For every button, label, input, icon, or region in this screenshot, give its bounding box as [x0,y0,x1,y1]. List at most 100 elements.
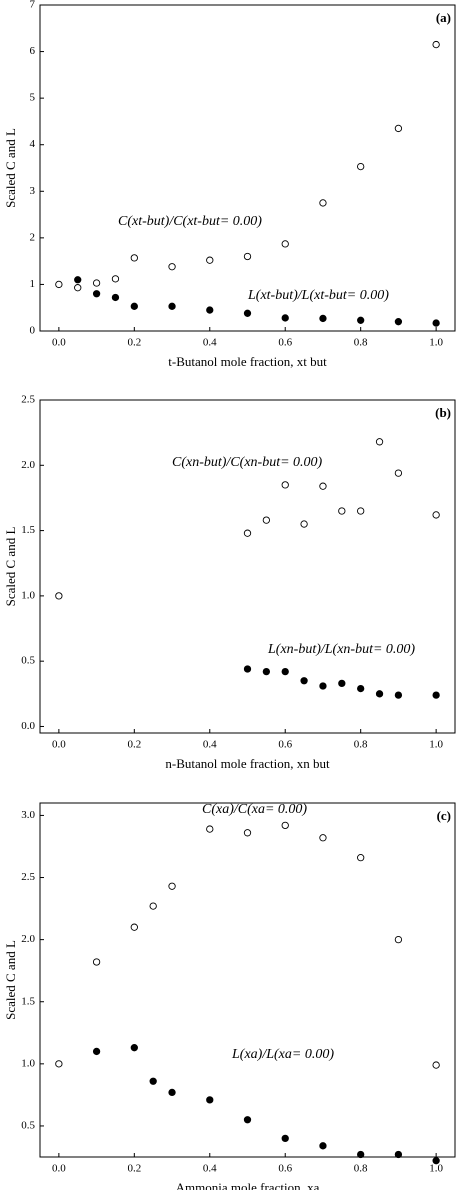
x-tick-label: 0.4 [203,1163,217,1175]
data-point [111,293,120,302]
y-tick-label: 2.0 [21,459,35,471]
data-point [394,124,403,133]
data-point [92,1047,101,1056]
data-point [432,319,440,327]
data-point [281,314,289,322]
data-point [432,1061,440,1069]
panel-label: (c) [437,808,451,823]
x-tick-label: 0.4 [203,739,217,751]
data-point [357,854,365,862]
y-tick-label: 1.0 [21,589,35,601]
x-tick-label: 0.0 [52,1163,66,1175]
annotation: C(xa)/C(xa= 0.00) [202,802,307,817]
data-point [375,690,384,698]
plot-frame [39,4,456,332]
data-point [319,834,327,842]
data-point [111,275,120,283]
data-point [130,1044,138,1052]
x-tick-label: 0.6 [278,337,292,349]
data-point [432,691,440,699]
data-point [357,507,365,515]
data-point [92,958,101,966]
x-tick-label: 0.4 [203,337,217,349]
annotation: L(xn-but)/L(xn-but= 0.00) [267,642,415,657]
data-point [394,691,403,699]
y-tick-label: 5 [30,92,36,104]
data-point [281,481,289,489]
panel-label: (a) [436,10,451,25]
data-point [300,677,308,685]
data-point [149,1077,157,1085]
data-point [262,667,271,676]
data-point [432,1157,440,1165]
y-tick-label: 1.5 [21,995,35,1007]
x-tick-label: 0.8 [354,337,368,349]
data-point [338,679,346,688]
data-point [357,162,365,171]
data-point [375,438,384,446]
data-point [394,1150,403,1159]
data-point [168,882,176,890]
data-point [74,276,82,284]
x-tick-label: 1.0 [429,337,443,349]
x-tick-label: 1.0 [429,1163,443,1175]
plot-frame [39,802,456,1158]
data-point [281,240,289,248]
data-point [168,302,176,310]
data-point [206,306,214,314]
data-point [92,279,101,287]
data-point [55,280,63,289]
y-tick-label: 1 [30,278,36,290]
x-axis-label: t-Butanol mole fraction, xt but [168,354,327,369]
x-axis-label: n-Butanol mole fraction, xn but [165,756,330,771]
data-point [319,482,327,490]
data-point [319,682,327,690]
x-tick-label: 0.2 [127,337,141,349]
x-tick-label: 0.0 [52,739,66,751]
data-point [168,1088,176,1097]
x-tick-label: 0.8 [354,739,368,751]
data-point [432,40,440,49]
y-tick-label: 0.5 [21,655,35,667]
data-point [243,252,252,261]
x-tick-label: 1.0 [429,739,443,751]
data-point [262,516,271,524]
data-point [92,290,101,298]
annotation: C(xn-but)/C(xn-but= 0.00) [172,455,323,470]
data-point [74,284,82,292]
data-point [243,309,252,317]
data-point [206,1096,214,1104]
y-tick-label: 7 [30,0,36,11]
x-tick-label: 0.2 [127,1163,141,1175]
y-axis-label: Scaled C and L [3,940,18,1020]
data-point [55,1060,63,1068]
y-tick-label: 6 [30,45,36,57]
data-point [394,469,403,477]
data-point [243,829,252,837]
data-point [281,821,289,830]
data-point [357,684,365,693]
annotation: L(xt-but)/L(xt-but= 0.00) [247,288,389,303]
annotation: L(xa)/L(xa= 0.00) [231,1047,334,1062]
data-point [243,665,252,673]
x-tick-label: 0.2 [127,739,141,751]
x-tick-label: 0.6 [278,739,292,751]
data-point [319,314,327,323]
y-tick-label: 3.0 [21,809,35,821]
data-point [130,302,138,310]
y-axis-label: Scaled C and L [3,527,18,607]
x-tick-label: 0.6 [278,1163,292,1175]
y-axis-label: Scaled C and L [3,128,18,208]
y-tick-label: 1.5 [21,524,35,536]
x-tick-label: 0.0 [52,337,66,349]
y-tick-label: 0.0 [21,720,35,732]
data-point [300,520,308,528]
data-point [338,507,346,515]
annotation: C(xt-but)/C(xt-but= 0.00) [118,214,262,229]
data-point [206,825,214,833]
y-tick-label: 2.0 [21,933,35,945]
x-axis-label: Ammonia mole fraction, xa [176,1180,320,1190]
data-point [319,199,327,207]
y-tick-label: 0 [30,325,36,337]
